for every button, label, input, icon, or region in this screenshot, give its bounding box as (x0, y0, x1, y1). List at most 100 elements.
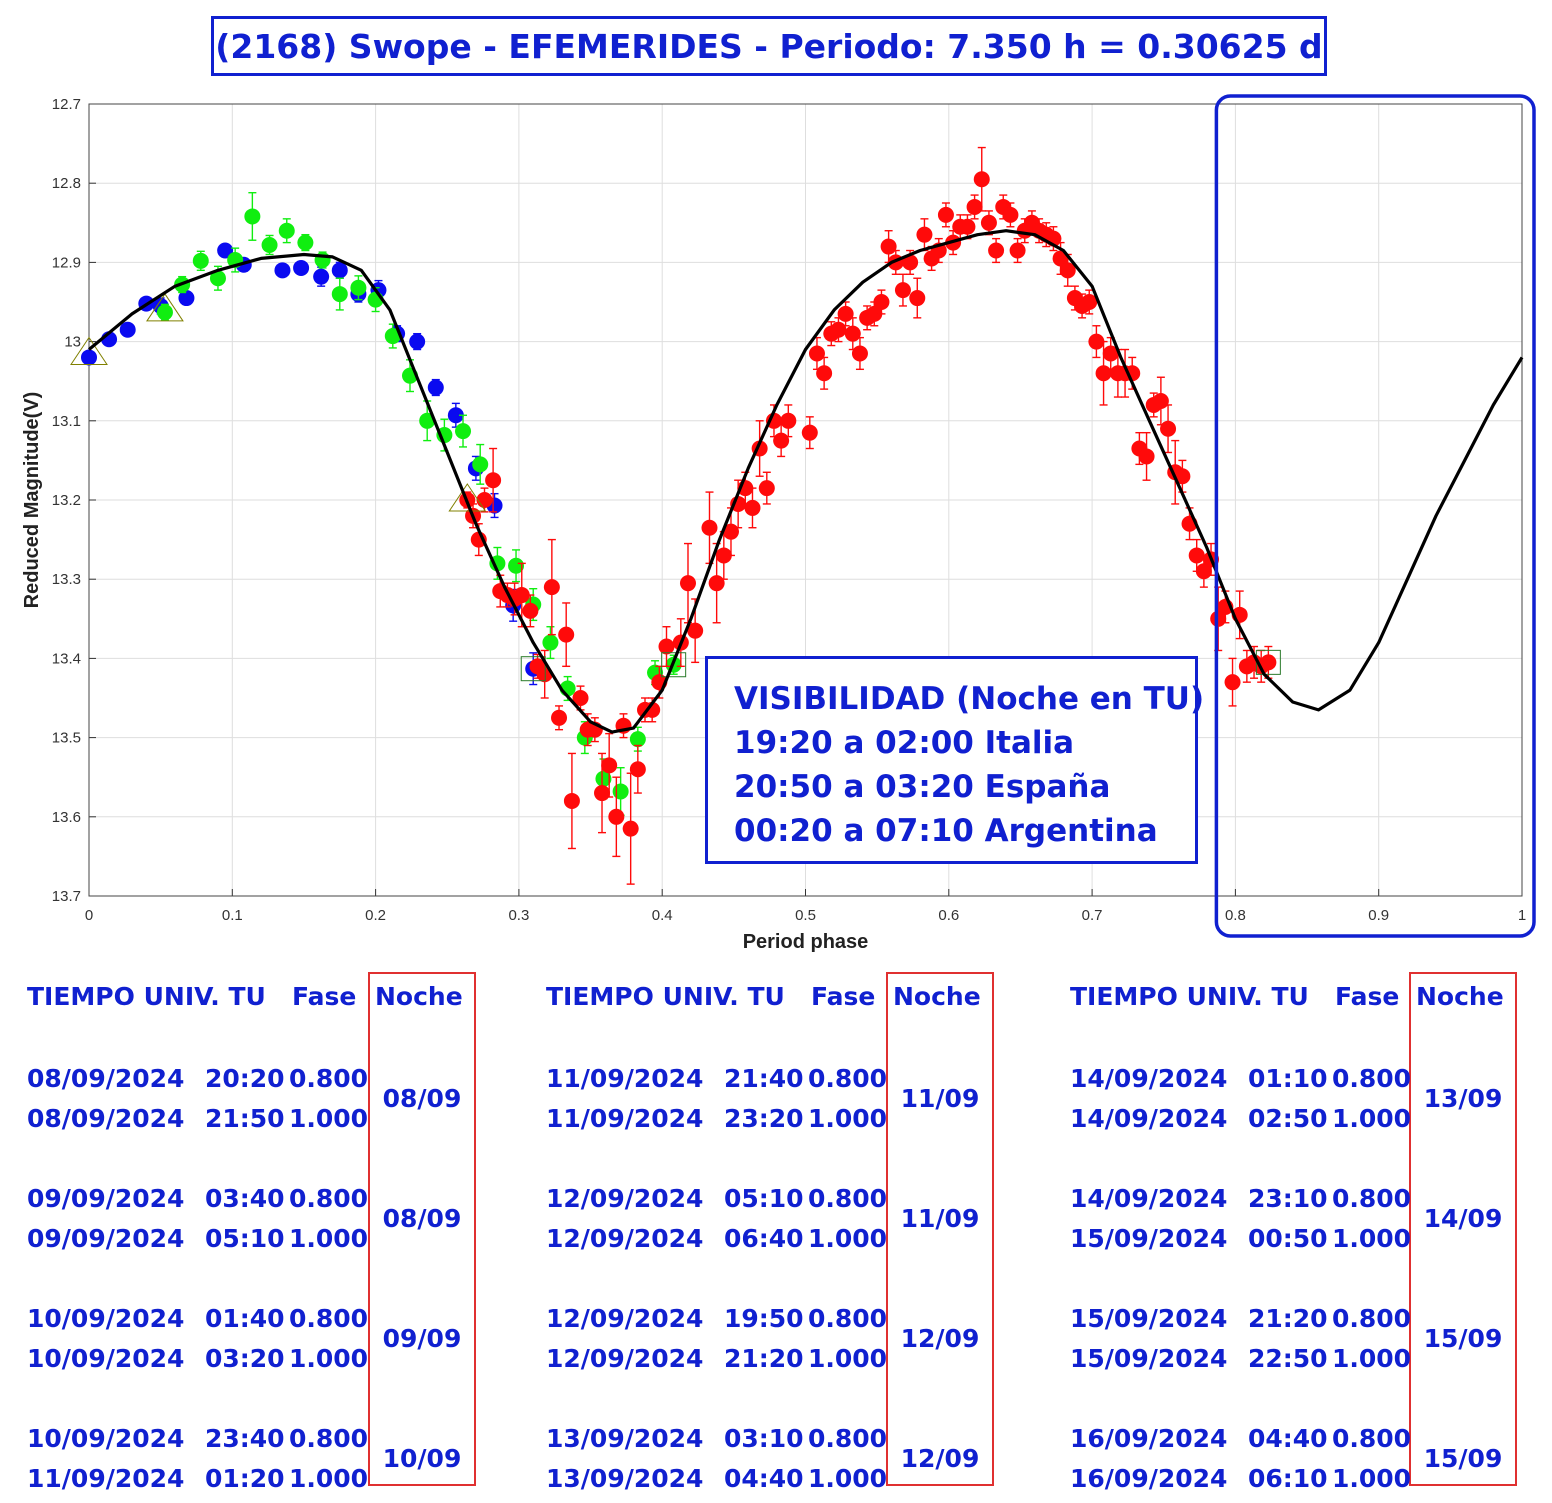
data-point (217, 242, 234, 259)
row-time: 04:40 (724, 1464, 804, 1493)
data-point (543, 579, 560, 596)
row-date: 14/09/2024 (1070, 1104, 1228, 1133)
row-date: 16/09/2024 (1070, 1464, 1228, 1493)
row-date: 13/09/2024 (546, 1464, 704, 1493)
row-time: 21:40 (724, 1064, 804, 1093)
data-point (350, 279, 367, 296)
data-point (1009, 242, 1026, 259)
data-point (274, 262, 291, 279)
data-point (873, 294, 890, 310)
row-phase: 1.000 (289, 1224, 369, 1253)
x-tick-label: 0.2 (365, 907, 386, 924)
row-time: 19:50 (724, 1304, 804, 1333)
night-value: 14/09 (1423, 1204, 1503, 1233)
data-point (542, 634, 559, 651)
row-phase: 1.000 (808, 1464, 888, 1493)
row-time: 03:10 (724, 1424, 804, 1453)
data-point (816, 365, 833, 382)
row-phase: 1.000 (1332, 1464, 1412, 1493)
data-point (909, 290, 926, 307)
night-value: 08/09 (382, 1084, 462, 1113)
data-point (384, 328, 401, 345)
row-phase: 0.800 (1332, 1184, 1412, 1213)
x-tick-label: 0.3 (508, 907, 529, 924)
data-point (1095, 365, 1112, 382)
data-point (608, 808, 625, 825)
row-phase: 1.000 (808, 1344, 888, 1373)
night-value: 12/09 (900, 1324, 980, 1353)
row-phase: 1.000 (289, 1104, 369, 1133)
data-point (563, 792, 580, 809)
data-point (916, 226, 933, 243)
row-time: 23:10 (1248, 1184, 1328, 1213)
data-point (988, 242, 1005, 259)
data-point (1160, 420, 1177, 437)
row-phase: 1.000 (808, 1224, 888, 1253)
data-point (1059, 262, 1076, 279)
row-phase: 0.800 (289, 1304, 369, 1333)
row-date: 15/09/2024 (1070, 1344, 1228, 1373)
row-time: 04:40 (1248, 1424, 1328, 1453)
x-tick-label: 0.8 (1225, 907, 1246, 924)
data-point (595, 770, 612, 787)
data-point (409, 333, 426, 350)
row-time: 01:20 (205, 1464, 285, 1493)
row-time: 23:20 (724, 1104, 804, 1133)
x-tick-label: 0.9 (1368, 907, 1389, 924)
data-point (455, 423, 472, 440)
y-tick-label: 13.1 (52, 413, 81, 430)
square-marker (520, 656, 546, 682)
data-point (472, 456, 489, 473)
y-tick-label: 13.4 (52, 650, 81, 667)
data-point (894, 282, 911, 299)
row-date: 15/09/2024 (1070, 1304, 1228, 1333)
row-phase: 1.000 (808, 1104, 888, 1133)
night-value: 08/09 (382, 1204, 462, 1233)
data-point (629, 761, 646, 778)
data-point (81, 349, 97, 366)
row-date: 14/09/2024 (1070, 1184, 1228, 1213)
row-date: 11/09/2024 (27, 1464, 185, 1493)
y-tick-label: 12.9 (52, 254, 81, 271)
row-phase: 1.000 (1332, 1344, 1412, 1373)
data-point (780, 412, 797, 429)
row-time: 00:50 (1248, 1224, 1328, 1253)
row-phase: 1.000 (1332, 1104, 1412, 1133)
header-phase: Fase (1335, 982, 1400, 1011)
data-point (1152, 393, 1169, 409)
header-phase: Fase (811, 982, 876, 1011)
row-phase: 0.800 (808, 1304, 888, 1333)
x-axis-label: Period phase (743, 931, 869, 953)
data-point (773, 432, 790, 449)
row-date: 12/09/2024 (546, 1344, 704, 1373)
row-phase: 0.800 (289, 1184, 369, 1213)
data-point (687, 622, 704, 639)
night-value: 13/09 (1423, 1084, 1503, 1113)
data-point (513, 587, 530, 604)
row-date: 12/09/2024 (546, 1304, 704, 1333)
data-point (959, 218, 976, 235)
triangle-marker (448, 483, 487, 512)
header-night: Noche (893, 982, 981, 1011)
row-phase: 1.000 (1332, 1224, 1412, 1253)
night-value: 10/09 (382, 1444, 462, 1473)
row-phase: 0.800 (1332, 1304, 1412, 1333)
data-point (1188, 547, 1205, 564)
y-tick-label: 12.8 (52, 175, 81, 192)
row-date: 12/09/2024 (546, 1224, 704, 1253)
data-point (331, 286, 348, 303)
header-time: TIEMPO UNIV. TU (1070, 982, 1309, 1011)
data-point (612, 783, 629, 800)
data-point (447, 407, 464, 424)
data-point (331, 262, 348, 279)
night-value: 11/09 (900, 1084, 980, 1113)
data-point (851, 345, 868, 362)
header-time: TIEMPO UNIV. TU (546, 982, 785, 1011)
data-point (476, 492, 493, 508)
data-point (156, 304, 173, 321)
data-point (419, 412, 436, 429)
data-point (1138, 448, 1155, 465)
data-point (551, 709, 568, 726)
row-phase: 0.800 (289, 1064, 369, 1093)
data-point (261, 236, 278, 253)
